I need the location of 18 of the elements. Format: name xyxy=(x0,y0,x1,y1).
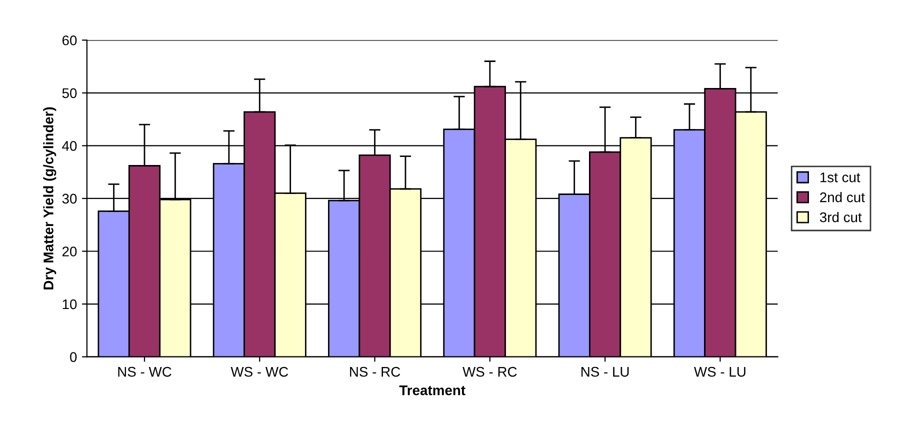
x-tick-label: NS - RC xyxy=(350,366,400,377)
x-tick-label: WS - WC xyxy=(230,366,288,377)
legend-label: 1st cut xyxy=(820,172,860,182)
y-tick-label: 0 xyxy=(70,352,77,362)
x-tick-label: WS - LU xyxy=(694,366,746,377)
legend-label: 3rd cut xyxy=(820,212,862,222)
y-tick-label: 40 xyxy=(62,141,77,151)
x-tick-label: WS - RC xyxy=(462,366,517,377)
y-tick-label: 20 xyxy=(62,246,77,256)
legend-label: 2nd cut xyxy=(820,192,865,202)
y-tick-label: 10 xyxy=(62,299,77,310)
y-tick-label: 50 xyxy=(62,88,77,98)
y-axis-title: Dry Matter Yield (g/cylinder) xyxy=(43,107,56,290)
y-tick-label: 60 xyxy=(62,35,77,46)
x-tick-label: NS - LU xyxy=(581,366,629,377)
x-axis-title: Treatment xyxy=(399,386,466,396)
x-tick-label: NS - WC xyxy=(118,366,172,377)
y-tick-label: 30 xyxy=(62,194,77,204)
